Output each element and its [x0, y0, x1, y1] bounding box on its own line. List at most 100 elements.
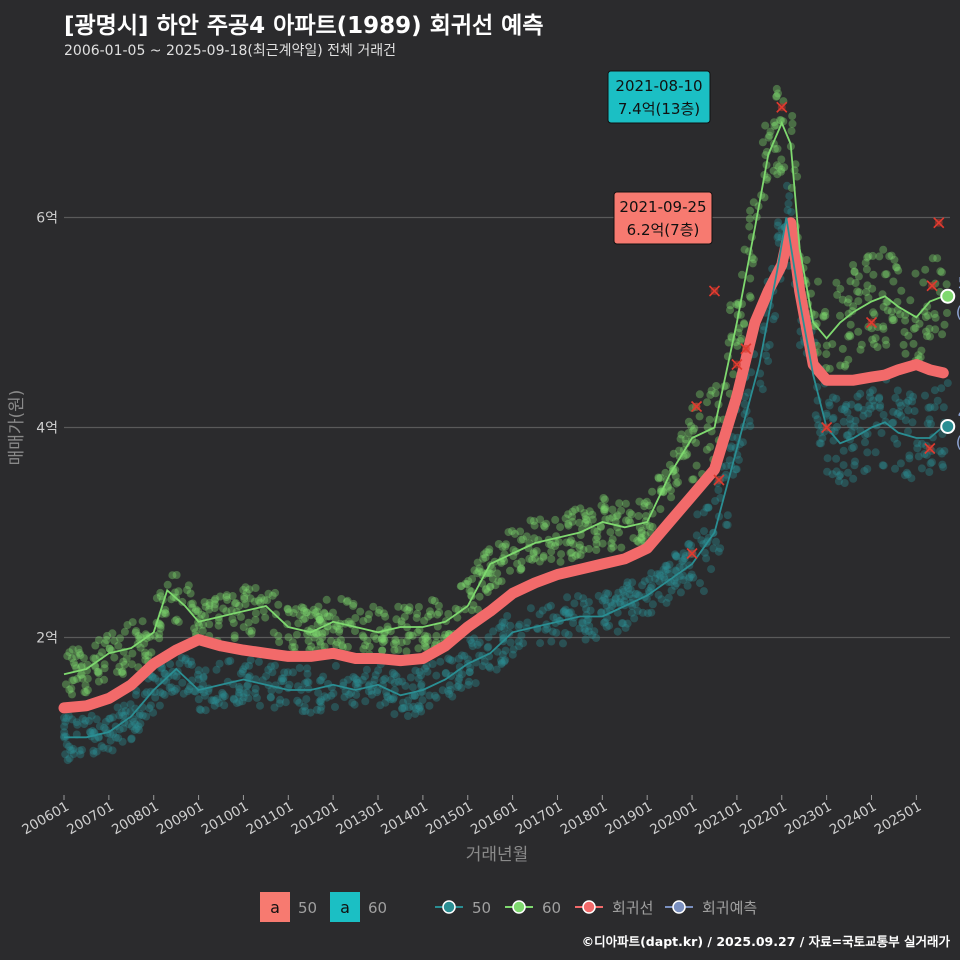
- scatter-point-60: [246, 594, 255, 603]
- scatter-point-60: [491, 581, 500, 590]
- scatter-point-50: [268, 668, 277, 677]
- scatter-point-60: [745, 214, 754, 223]
- scatter-point-50: [399, 698, 408, 707]
- scatter-point-60: [940, 320, 949, 329]
- scatter-point-50: [559, 608, 568, 616]
- scatter-point-60: [836, 361, 845, 370]
- scatter-point-60: [420, 639, 429, 647]
- scatter-point-50: [384, 693, 392, 702]
- scatter-point-50: [746, 422, 755, 431]
- x-tick-label: 201501: [423, 799, 476, 839]
- scatter-point-50: [623, 619, 632, 628]
- scatter-point-50: [526, 604, 535, 613]
- scatter-point-50: [256, 701, 264, 710]
- scatter-point-60: [687, 422, 696, 431]
- scatter-point-60: [237, 612, 245, 621]
- scatter-point-50: [930, 403, 939, 412]
- scatter-point-50: [478, 662, 487, 671]
- scatter-point-60: [519, 535, 527, 544]
- scatter-point-50: [417, 682, 425, 691]
- scatter-point-50: [841, 402, 850, 411]
- scatter-point-50: [121, 711, 129, 720]
- scatter-point-60: [214, 621, 223, 630]
- scatter-point-50: [236, 669, 245, 678]
- scatter-point-50: [679, 571, 687, 580]
- scatter-point-50: [584, 598, 593, 607]
- scatter-point-50: [370, 675, 379, 684]
- scatter-point-50: [509, 645, 518, 654]
- scatter-point-50: [134, 722, 143, 731]
- scatter-point-60: [593, 532, 602, 541]
- scatter-point-50: [846, 415, 855, 424]
- scatter-point-60: [82, 688, 90, 697]
- scatter-point-60: [178, 597, 187, 606]
- scatter-point-50: [465, 668, 474, 677]
- scatter-point-60: [214, 616, 223, 625]
- scatter-point-60: [526, 516, 535, 525]
- scatter-point-50: [267, 686, 276, 695]
- scatter-point-60: [403, 605, 412, 614]
- scatter-point-60: [122, 654, 131, 663]
- scatter-point-60: [706, 442, 715, 451]
- scatter-point-60: [359, 633, 368, 642]
- scatter-point-50: [648, 600, 657, 609]
- scatter-point-50: [441, 669, 450, 678]
- scatter-point-60: [192, 605, 201, 614]
- scatter-point-50: [697, 536, 706, 545]
- scatter-point-50: [602, 601, 611, 610]
- scatter-point-50: [394, 677, 403, 686]
- scatter-point-50: [913, 444, 922, 453]
- scatter-point-60: [928, 254, 937, 263]
- forecast-point-60: [940, 288, 956, 304]
- scatter-point-50: [774, 218, 783, 227]
- scatter-point-60: [517, 564, 526, 573]
- scatter-point-60: [198, 627, 207, 635]
- scatter-point-50: [425, 701, 434, 710]
- scatter-point-50: [647, 608, 656, 617]
- scatter-point-60: [682, 451, 690, 460]
- scatter-point-60: [611, 517, 620, 526]
- scatter-point-60: [568, 512, 577, 521]
- scatter-point-60: [746, 293, 755, 302]
- scatter-point-60: [432, 631, 441, 640]
- scatter-point-60: [848, 307, 857, 316]
- series-line-50: [64, 217, 944, 739]
- scatter-point-50: [832, 394, 841, 403]
- scatter-point-50: [856, 389, 865, 398]
- scatter-point-50: [687, 541, 696, 550]
- scatter-point-50: [388, 668, 397, 677]
- scatter-point-60: [120, 627, 129, 636]
- scatter-point-50: [89, 746, 98, 755]
- scatter-point-60: [926, 332, 934, 341]
- scatter-point-50: [149, 708, 158, 717]
- scatter-point-50: [316, 676, 324, 685]
- scatter-point-50: [905, 454, 914, 463]
- scatter-point-50: [773, 221, 782, 230]
- scatter-point-60: [788, 119, 797, 128]
- scatter-point-60: [564, 510, 573, 519]
- scatter-point-50: [464, 677, 473, 686]
- scatter-point-50: [839, 446, 848, 455]
- scatter-point-60: [569, 540, 578, 548]
- scatter-point-60: [141, 651, 150, 660]
- scatter-point-50: [284, 684, 293, 693]
- scatter-point-60: [77, 670, 86, 679]
- regression-line: [58, 217, 949, 714]
- scatter-point-50: [468, 642, 477, 651]
- scatter-point-60: [187, 600, 196, 609]
- scatter-point-60: [675, 446, 684, 455]
- scatter-point-50: [376, 701, 385, 710]
- scatter-point-50: [119, 711, 128, 720]
- scatter-point-60: [637, 526, 646, 535]
- scatter-point-60: [369, 602, 378, 611]
- scatter-point-60: [426, 610, 435, 619]
- scatter-point-50: [661, 561, 670, 570]
- scatter-point-50: [875, 403, 884, 412]
- scatter-point-50: [167, 683, 176, 692]
- forecast-value-label: 40,107: [958, 403, 960, 422]
- scatter-point-50: [926, 403, 935, 412]
- scatter-point-60: [140, 639, 149, 648]
- legend-label: 60: [542, 899, 561, 917]
- scatter-point-50: [917, 464, 926, 473]
- scatter-point-60: [300, 606, 309, 615]
